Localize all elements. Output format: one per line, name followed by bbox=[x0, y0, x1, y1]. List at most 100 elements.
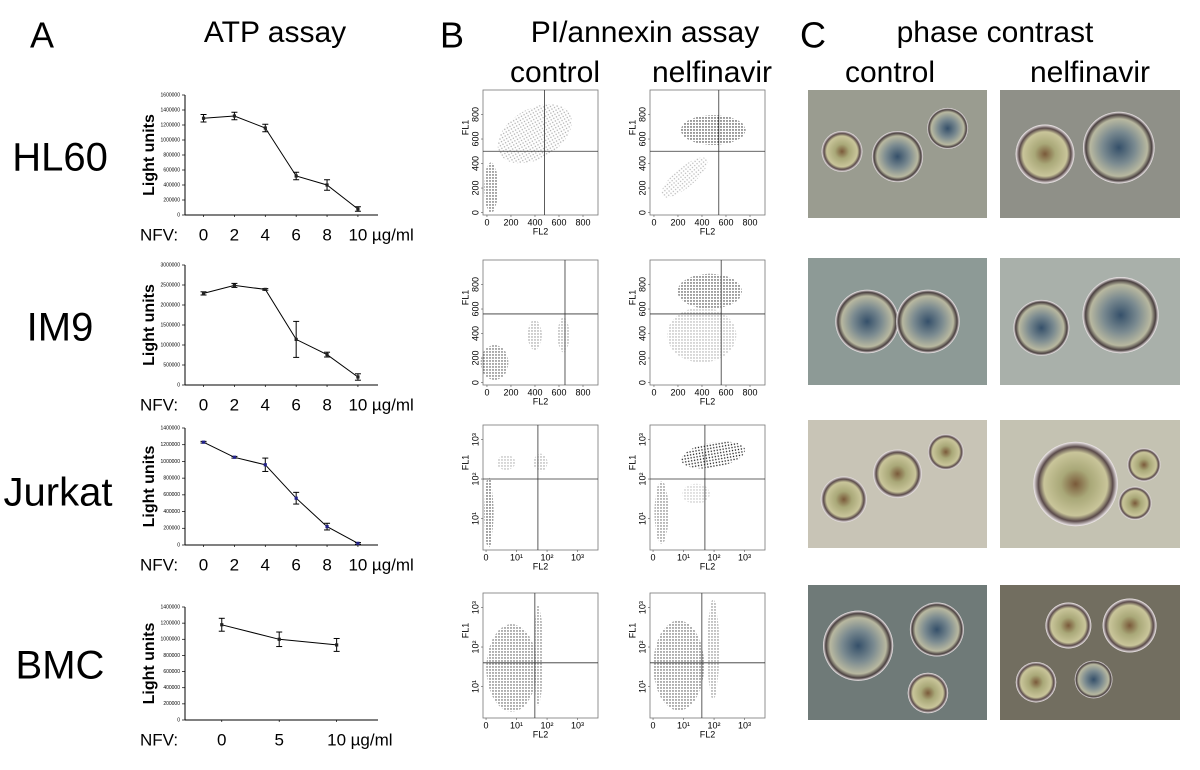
x-prefix: NFV: bbox=[140, 395, 178, 414]
x-tick-label: 10 bbox=[348, 395, 367, 414]
plot-frame bbox=[482, 424, 599, 551]
x-tick-label: 0 bbox=[199, 395, 208, 414]
y-tick-label: 1000000 bbox=[161, 137, 181, 143]
y-tick-label: 400 bbox=[637, 326, 647, 341]
x-tick-label: 400 bbox=[694, 387, 709, 397]
y-tick-label: 600 bbox=[470, 132, 480, 147]
y-tick-label: 10¹ bbox=[637, 680, 647, 693]
y-axis-label: Light units bbox=[141, 446, 158, 528]
event-density bbox=[486, 624, 538, 712]
x-tick-label: 8 bbox=[322, 555, 331, 574]
y-tick-label: 600000 bbox=[163, 167, 180, 173]
column-header: control bbox=[510, 56, 600, 89]
x-tick-label: 10² bbox=[708, 552, 721, 562]
x-tick-label: 200 bbox=[670, 217, 685, 227]
micrograph bbox=[1000, 258, 1180, 385]
x-tick-label: 0 bbox=[484, 720, 489, 730]
x-axis-label: FL2 bbox=[533, 226, 549, 236]
y-tick-label: 200000 bbox=[163, 701, 180, 707]
x-tick-label: 10² bbox=[541, 552, 554, 562]
cell bbox=[927, 107, 969, 149]
x-unit: µg/ml bbox=[372, 395, 414, 414]
x-axis-label: FL2 bbox=[700, 396, 716, 406]
y-tick-label: 400000 bbox=[163, 685, 180, 691]
event-density bbox=[533, 453, 548, 472]
x-tick-label: 0 bbox=[651, 217, 656, 227]
x-tick-label: 2 bbox=[230, 225, 239, 244]
x-axis-label: FL2 bbox=[533, 729, 549, 739]
y-axis-label: FL1 bbox=[627, 455, 637, 471]
x-tick-label: 10 bbox=[327, 730, 346, 749]
x-prefix: NFV: bbox=[140, 225, 178, 244]
x-tick-label: 6 bbox=[291, 555, 300, 574]
cell bbox=[1015, 661, 1057, 703]
data-point bbox=[232, 283, 237, 287]
panel-letter: B bbox=[440, 15, 464, 56]
data-point bbox=[277, 637, 281, 641]
y-tick-label: 200 bbox=[470, 351, 480, 366]
y-tick-label: 200000 bbox=[163, 526, 180, 532]
y-tick-label: 600 bbox=[637, 132, 647, 147]
y-tick-label: 1000000 bbox=[161, 637, 181, 643]
x-axis-label: FL2 bbox=[700, 226, 716, 236]
x-tick-label: 0 bbox=[199, 225, 208, 244]
y-axis-label: FL1 bbox=[460, 455, 470, 471]
y-tick-label: 0 bbox=[637, 380, 647, 385]
x-tick-label: 0 bbox=[651, 720, 656, 730]
data-point bbox=[294, 337, 298, 341]
data-point bbox=[232, 455, 237, 459]
x-tick-label: 5 bbox=[274, 730, 283, 749]
y-tick-label: 0 bbox=[177, 542, 180, 548]
row-label: Jurkat bbox=[4, 471, 113, 515]
y-tick-label: 800 bbox=[637, 107, 647, 122]
x-tick-label: 4 bbox=[261, 395, 270, 414]
x-axis-label: FL2 bbox=[533, 561, 549, 571]
y-tick-label: 1000000 bbox=[161, 342, 181, 348]
x-axis-label: FL2 bbox=[533, 396, 549, 406]
cell bbox=[1015, 124, 1075, 184]
y-tick-label: 1000000 bbox=[161, 459, 181, 465]
row-label: HL60 bbox=[12, 136, 108, 180]
y-axis-label: Light units bbox=[141, 623, 158, 705]
cell bbox=[1074, 660, 1113, 699]
x-tick-label: 10³ bbox=[571, 720, 584, 730]
y-tick-label: 10² bbox=[637, 641, 647, 654]
y-tick-label: 1400000 bbox=[161, 107, 181, 113]
data-point bbox=[325, 525, 329, 529]
micrograph bbox=[808, 258, 987, 385]
event-density bbox=[661, 157, 708, 198]
x-tick-label: 0 bbox=[484, 387, 489, 397]
y-tick-label: 800 bbox=[637, 277, 647, 292]
y-tick-label: 800 bbox=[470, 107, 480, 122]
event-density bbox=[667, 307, 737, 363]
y-tick-label: 10¹ bbox=[637, 512, 647, 525]
event-density bbox=[681, 115, 746, 145]
x-tick-label: 0 bbox=[217, 730, 226, 749]
y-tick-label: 600000 bbox=[163, 492, 180, 498]
x-tick-label: 10² bbox=[541, 720, 554, 730]
data-line bbox=[203, 284, 359, 378]
y-tick-label: 800000 bbox=[163, 653, 180, 659]
data-point bbox=[335, 643, 339, 647]
y-tick-label: 0 bbox=[177, 212, 180, 218]
y-axis-label: FL1 bbox=[627, 290, 637, 306]
x-tick-label: 10¹ bbox=[677, 720, 690, 730]
y-tick-label: 0 bbox=[470, 210, 480, 215]
event-density bbox=[496, 455, 516, 470]
micrograph bbox=[808, 90, 987, 218]
y-axis-label: FL1 bbox=[460, 120, 470, 136]
cell bbox=[1013, 299, 1070, 356]
y-tick-label: 1500000 bbox=[161, 322, 181, 328]
data-line bbox=[203, 441, 359, 544]
y-tick-label: 600000 bbox=[163, 669, 180, 675]
y-tick-label: 10³ bbox=[637, 601, 647, 614]
x-tick-label: 600 bbox=[551, 217, 566, 227]
micrograph bbox=[1000, 585, 1180, 720]
cell bbox=[873, 449, 922, 499]
cell bbox=[835, 289, 899, 354]
y-tick-label: 2000000 bbox=[161, 302, 181, 308]
x-tick-label: 8 bbox=[322, 225, 331, 244]
event-density bbox=[682, 483, 710, 504]
y-tick-label: 1200000 bbox=[161, 442, 181, 448]
x-tick-label: 2 bbox=[230, 555, 239, 574]
